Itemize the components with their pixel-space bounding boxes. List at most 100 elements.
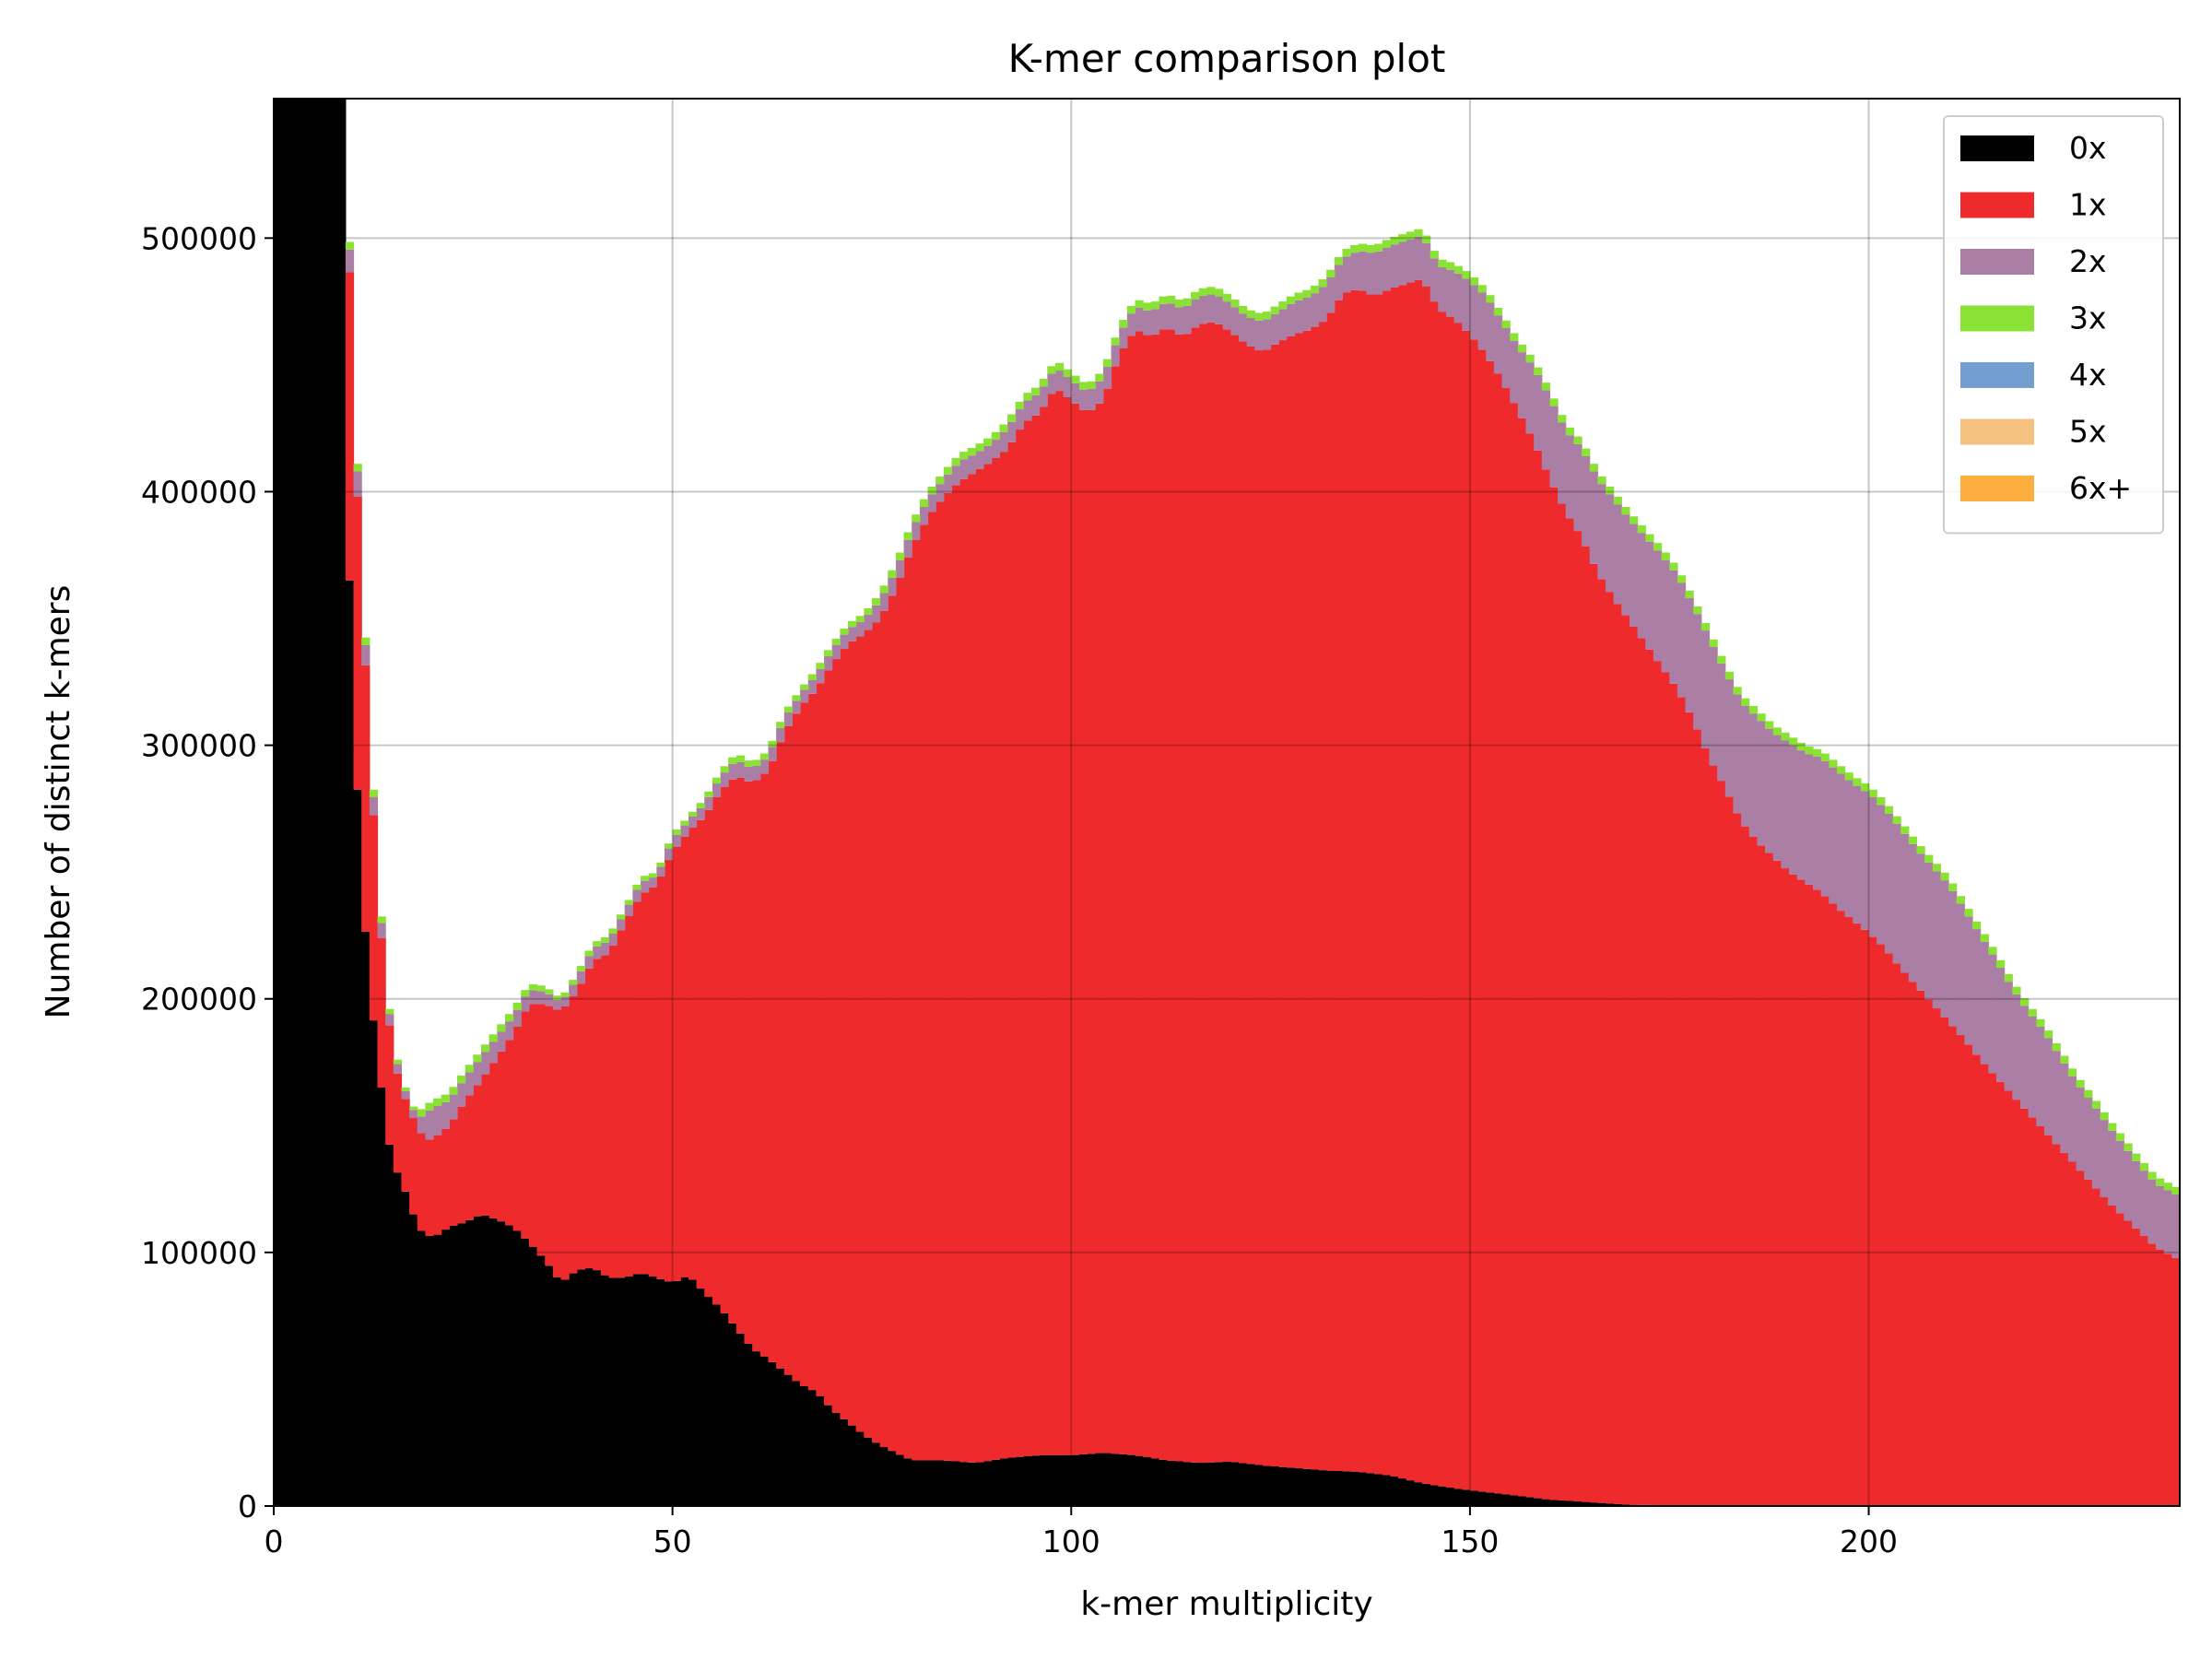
x-tick-label: 50 [653,1524,692,1559]
series-2x-bar [1884,813,1894,954]
series-1x-bar [1421,286,1431,1484]
series-3x-bar [903,532,912,540]
series-3x-bar [1135,300,1144,308]
series-3x-bar [1717,655,1726,664]
series-3x-bar [1486,295,1495,303]
series-0x-bar [608,1277,618,1506]
series-1x-bar [1510,403,1519,1496]
series-0x-bar [1182,1462,1192,1506]
series-2x-bar [1877,805,1886,945]
legend-swatch [1960,418,2034,445]
series-3x-bar [1215,288,1224,297]
series-0x-bar [473,1216,482,1506]
series-3x-bar [1589,464,1598,472]
series-0x-bar [457,1223,466,1506]
series-2x-bar [1606,494,1615,593]
series-1x-bar [2108,1205,2117,1506]
series-1x-bar [641,892,650,1275]
series-1x-bar [2004,1090,2013,1506]
series-0x-bar [935,1460,945,1506]
legend-label: 0x [2069,130,2107,166]
series-2x-bar [377,923,386,938]
series-1x-bar [608,945,618,1278]
series-3x-bar [1517,344,1527,353]
series-3x-bar [2147,1171,2157,1180]
series-2x-bar [2124,1150,2133,1221]
series-0x-bar [783,1374,794,1506]
series-2x-bar [2132,1160,2141,1229]
series-2x-bar [2019,1006,2030,1109]
series-1x-bar [935,501,945,1461]
series-0x-bar [1126,1454,1136,1506]
series-3x-bar [624,900,633,905]
series-2x-bar [433,1105,442,1135]
series-2x-bars [345,236,2180,1258]
series-2x-bar [1039,386,1048,407]
series-0x-bar [1135,1455,1144,1506]
series-3x-bar [1414,229,1423,237]
series-1x-bar [1525,433,1535,1498]
series-2x-bar [919,506,929,525]
series-0x-bar [1469,1490,1479,1506]
series-3x-bar [1119,320,1128,328]
series-0x-bar [1445,1488,1455,1506]
series-2x-bar [1661,559,1670,673]
legend-swatch [1960,476,2034,501]
series-3x-bar [1238,305,1248,314]
series-1x-bar [488,1063,498,1218]
series-3x-bar [1653,543,1663,551]
series-2x-bar [536,991,546,1005]
series-3x-bar [1366,244,1375,253]
series-2x-bar [1095,381,1104,404]
series-3x-bar [465,1065,474,1073]
series-1x-bar [1390,287,1399,1477]
series-3x-bar [664,843,674,849]
series-1x-bar [1469,339,1479,1491]
series-0x-bar [1374,1474,1383,1506]
series-2x-bar [1238,313,1248,342]
series-0x-bar [552,1277,562,1506]
series-1x-bar [1805,884,1814,1506]
series-2x-bar [1421,242,1431,287]
series-1x-bar [1501,387,1511,1495]
series-2x-bar [449,1094,458,1120]
series-3x-bar [735,755,746,762]
series-2x-bar [576,971,586,984]
series-2x-bar [1820,760,1830,897]
series-2x-bar [624,904,633,916]
series-2x-bar [1510,340,1519,404]
series-2x-bar [600,942,610,956]
series-3x-bar [1390,236,1399,245]
series-1x-bar [959,478,969,1463]
series-0x-bar [807,1390,817,1506]
series-3x-bar [1948,883,1958,891]
series-2x-bar [1438,266,1447,312]
series-3x-bar [417,1109,427,1117]
series-3x-bar [1095,373,1104,382]
series-3x-bar [1159,296,1168,304]
series-0x-bar [1534,1498,1543,1506]
series-3x-bar [1820,753,1830,761]
series-1x-bar [417,1133,427,1231]
series-1x-bar [1262,349,1272,1466]
series-0x-bar [488,1218,498,1506]
series-2x-bar [2084,1098,2093,1180]
series-0x-bar [1406,1480,1415,1506]
series-0x-bar [1342,1471,1351,1506]
series-3x-bar [2163,1182,2172,1191]
series-0x-bar [617,1277,626,1506]
series-2x-bar [696,807,705,820]
series-2x-bar [1453,273,1463,324]
y-tick-label: 400000 [141,474,257,510]
series-2x-bar [1868,796,1877,937]
series-3x-bar [840,629,849,635]
series-1x-bar [1350,289,1359,1472]
series-3x-bar [1015,401,1024,410]
series-1x-bar [1445,316,1455,1488]
series-1x-bar [1932,1008,1942,1506]
series-1x-bar [1709,765,1718,1506]
x-tick-label: 150 [1441,1524,1499,1559]
series-1x-bar [1573,531,1583,1502]
series-1x-bar [1477,349,1487,1492]
series-3x-bar [1111,337,1120,346]
